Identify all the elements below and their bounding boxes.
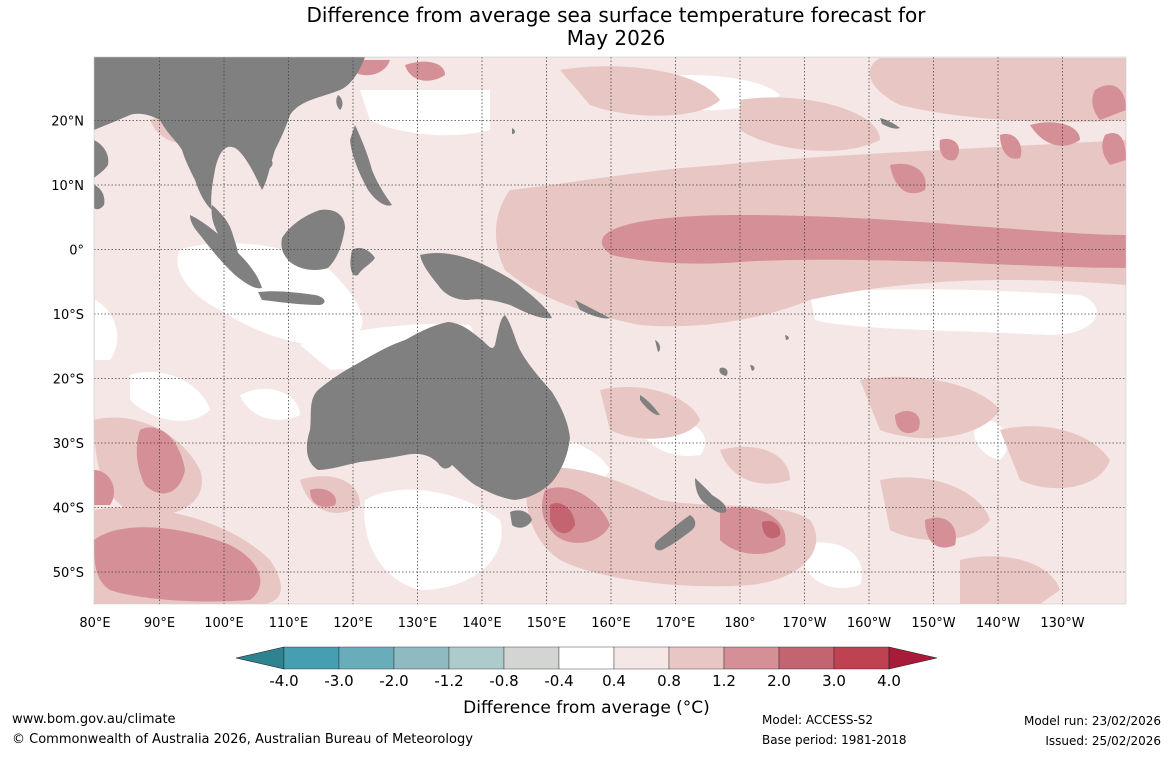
equatorial-warm-tongue: [601, 215, 1126, 268]
colorbar-tick-label: -4.0: [269, 672, 298, 690]
colorbar-extend-high: [888, 646, 938, 670]
longitude-label: 80°E: [79, 616, 110, 631]
solomon-islands: [575, 300, 610, 319]
footer-issued: Issued: 25/02/2026: [1045, 734, 1161, 748]
sri-lanka: [94, 185, 105, 210]
colorbar: -4.0 -3.0 -2.0 -1.2 -0.8 -0.4 0.4 0.8 1.2 2.0 3.0 4…: [235, 646, 938, 690]
colorbar-swatch: [668, 646, 725, 670]
sumatra: [190, 215, 262, 289]
colorbar-swatch: [283, 646, 340, 670]
colorbar-tick-label: -2.0: [379, 672, 408, 690]
longitude-label: 110°E: [269, 616, 309, 631]
philippines: [350, 125, 392, 206]
new-caledonia: [640, 395, 660, 416]
colorbar-tick-label: -0.4: [544, 672, 573, 690]
longitude-label: 150°W: [911, 616, 955, 631]
colorbar-swatch: [393, 646, 450, 670]
new-guinea: [420, 252, 552, 319]
footer-copyright: © Commonwealth of Australia 2026, Austra…: [12, 732, 473, 747]
australia: [306, 315, 570, 500]
colorbar-tick-label: 4.0: [877, 672, 901, 690]
sulawesi: [350, 247, 375, 276]
india-tip: [94, 140, 109, 178]
longitude-labels: 80°E 90°E 100°E 110°E 120°E 130°E 140°E 150°E 16…: [79, 616, 1084, 631]
colorbar-swatch: [613, 646, 670, 670]
latitude-label: 0°: [69, 244, 84, 259]
longitude-label: 100°E: [204, 616, 244, 631]
footer-base-period: Base period: 1981-2018: [762, 733, 907, 747]
tasmania: [510, 510, 532, 528]
colorbar-tick-label: 0.8: [657, 672, 681, 690]
latitude-label: 20°N: [51, 115, 84, 130]
anomaly-12-20: [94, 60, 1126, 602]
new-zealand-north: [695, 478, 727, 513]
anomaly-20-30: [550, 502, 781, 539]
title-line-2: May 2026: [566, 26, 666, 50]
longitude-label: 130°W: [1040, 616, 1084, 631]
colorbar-tick-label: 1.2: [712, 672, 736, 690]
longitude-label: 120°E: [333, 616, 373, 631]
colorbar-swatch: [503, 646, 560, 670]
asia-landmass: [94, 57, 365, 210]
longitude-label: 170°W: [782, 616, 826, 631]
colorbar-tick-label: 3.0: [822, 672, 846, 690]
colorbar-swatch: [723, 646, 780, 670]
map-frame: [93, 56, 1127, 605]
colorbar-extend-low: [235, 646, 285, 670]
colorbar-tick-label: 2.0: [767, 672, 791, 690]
colorbar-tick-label: 0.4: [602, 672, 626, 690]
title-line-1: Difference from average sea surface temp…: [306, 3, 926, 27]
longitude-label: 140°W: [976, 616, 1020, 631]
fiji: [719, 367, 728, 376]
longitude-label: 160°E: [591, 616, 631, 631]
latitude-label: 50°S: [53, 566, 84, 581]
longitude-label: 170°E: [656, 616, 696, 631]
colorbar-swatch: [338, 646, 395, 670]
colorbar-title: Difference from average (°C): [463, 698, 710, 718]
longitude-label: 130°E: [398, 616, 438, 631]
colorbar-tick-label: -0.8: [489, 672, 518, 690]
footer-url: www.bom.gov.au/climate: [12, 712, 176, 727]
latitude-label: 10°S: [53, 308, 84, 323]
longitude-label: 160°W: [847, 616, 891, 631]
colorbar-swatch: [833, 646, 890, 670]
java: [258, 291, 325, 305]
borneo: [281, 209, 345, 270]
colorbar-tick-label: -1.2: [434, 672, 463, 690]
land-masses: [94, 57, 900, 551]
colorbar-swatch: [778, 646, 835, 670]
colorbar-swatch: [448, 646, 505, 670]
colorbar-swatch: [558, 646, 615, 670]
latitude-label: 10°N: [51, 179, 84, 194]
footer-model: Model: ACCESS-S2: [762, 713, 874, 727]
graticule: [94, 57, 1126, 604]
hainan: [264, 158, 273, 168]
longitude-label: 180°: [724, 616, 755, 631]
chart-title: Difference from average sea surface temp…: [0, 4, 1173, 50]
latitude-label: 30°S: [53, 437, 84, 452]
latitude-labels: 20°N 10°N 0° 10°S 20°S 30°S 40°S 50°S: [51, 115, 84, 582]
new-zealand-south: [654, 515, 696, 551]
latitude-label: 20°S: [53, 373, 84, 388]
footer-model-run: Model run: 23/02/2026: [1023, 714, 1161, 728]
longitude-label: 150°E: [527, 616, 567, 631]
colorbar-tick-label: -3.0: [324, 672, 353, 690]
longitude-label: 90°E: [144, 616, 175, 631]
taiwan: [336, 95, 343, 110]
latitude-label: 40°S: [53, 502, 84, 517]
longitude-label: 140°E: [462, 616, 502, 631]
